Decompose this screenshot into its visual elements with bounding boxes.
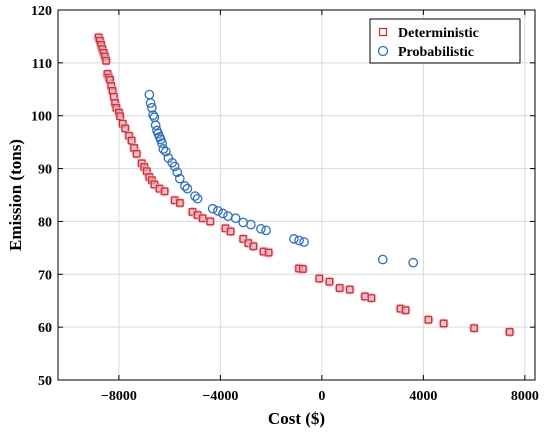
probabilistic-point — [212, 206, 223, 216]
legend-square-icon — [378, 27, 388, 37]
x-tick-label: 8000 — [511, 389, 539, 404]
deterministic-point — [121, 124, 130, 133]
probabilistic-point — [172, 167, 183, 178]
x-tick-label: 0 — [318, 389, 325, 404]
axis-ticks: −8000 −4000 0 4000 8000 50 60 70 80 90 100 110 120 — [31, 4, 539, 404]
legend-circle-icon — [377, 45, 389, 57]
deterministic-point — [132, 149, 141, 158]
deterministic-point — [367, 294, 376, 302]
deterministic-point — [401, 306, 410, 315]
probabilistic-point — [174, 173, 185, 184]
y-tick-label: 100 — [31, 110, 52, 125]
probabilistic-point — [147, 102, 157, 113]
deterministic-point — [325, 277, 334, 286]
legend-box — [369, 18, 521, 64]
probabilistic-point — [299, 237, 309, 247]
y-tick-label: 60 — [38, 321, 52, 336]
probabilistic-point — [256, 223, 266, 234]
y-tick-label: 50 — [38, 374, 52, 389]
x-axis-title: Cost ($) — [268, 409, 325, 428]
plot-frame — [57, 9, 536, 381]
probabilistic-point — [158, 144, 169, 154]
probabilistic-point — [150, 120, 161, 131]
deterministic-point — [315, 274, 324, 283]
deterministic-point — [424, 315, 433, 324]
probabilistic-point — [169, 161, 180, 172]
y-tick-label: 110 — [32, 57, 52, 72]
probabilistic-point — [182, 183, 193, 194]
deterministic-point — [198, 214, 207, 223]
probabilistic-point — [148, 110, 158, 121]
probabilistic-point — [160, 146, 171, 157]
probabilistic-point — [408, 257, 419, 268]
probabilistic-point — [157, 138, 167, 149]
legend-label: Probabilistic — [398, 45, 474, 60]
probabilistic-point — [144, 89, 155, 100]
x-tick-label: 4000 — [409, 389, 437, 404]
x-tick-label: −8000 — [101, 389, 137, 404]
legend-label: Deterministic — [398, 26, 479, 41]
deterministic-point — [249, 242, 258, 251]
probabilistic-point — [245, 219, 256, 230]
probabilistic-point — [180, 181, 190, 191]
y-axis-title: Emission (tons) — [6, 139, 25, 251]
legend: Deterministic Probabilistic — [369, 18, 521, 64]
probabilistic-point — [218, 208, 228, 219]
deterministic-point — [226, 227, 235, 236]
data-marks — [93, 32, 515, 338]
probabilistic-point — [377, 254, 388, 265]
x-tick-label: −4000 — [202, 389, 238, 404]
grid-lines — [58, 9, 535, 381]
probabilistic-point — [192, 193, 203, 204]
deterministic-point — [335, 284, 344, 292]
probabilistic-point — [294, 235, 304, 246]
probabilistic-point — [145, 98, 156, 108]
deterministic-point — [345, 285, 354, 294]
series-probabilistic — [144, 89, 419, 268]
deterministic-point — [102, 56, 111, 65]
probabilistic-point — [261, 225, 271, 236]
probabilistic-point — [289, 234, 299, 244]
y-tick-label: 90 — [38, 163, 52, 178]
deterministic-point — [439, 319, 448, 328]
series-deterministic — [93, 32, 515, 338]
deterministic-point — [505, 328, 514, 336]
deterministic-point — [298, 265, 307, 273]
deterministic-point — [206, 217, 215, 226]
deterministic-point — [470, 324, 478, 333]
probabilistic-point — [207, 203, 218, 214]
probabilistic-point — [190, 191, 200, 201]
probabilistic-point — [230, 213, 241, 224]
y-tick-label: 80 — [38, 215, 52, 230]
y-tick-label: 120 — [31, 4, 52, 19]
y-tick-label: 70 — [38, 268, 52, 283]
deterministic-point — [160, 187, 169, 196]
deterministic-point — [264, 248, 273, 257]
deterministic-point — [175, 199, 184, 207]
